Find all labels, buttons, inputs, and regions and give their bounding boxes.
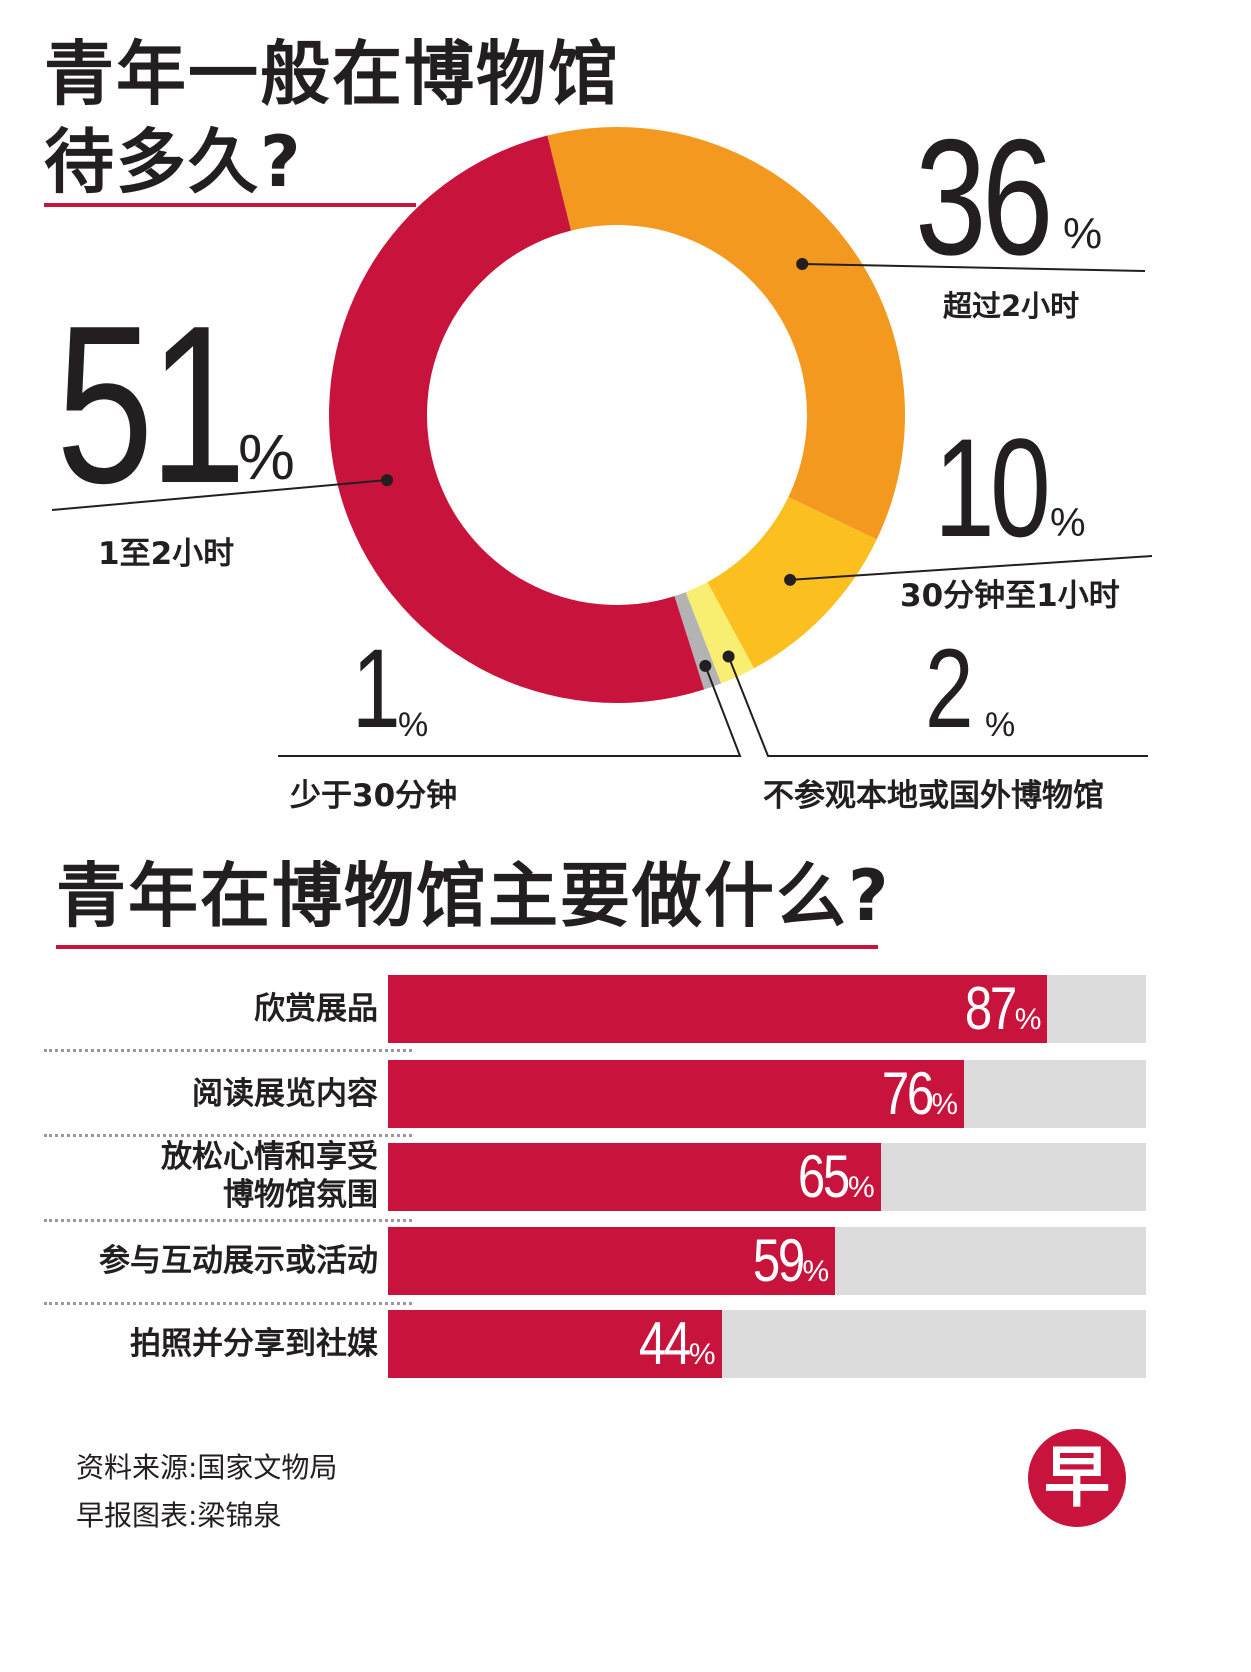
bar-track bbox=[388, 1227, 1146, 1295]
bar-fill bbox=[388, 1060, 965, 1128]
bar-value-unit: % bbox=[848, 1171, 875, 1204]
bar-label-text: 放松心情和享受 bbox=[161, 1139, 378, 1175]
leader-dot-over-2h bbox=[796, 257, 809, 270]
unit-under-30min: % bbox=[398, 706, 429, 744]
leader-line-over-2h bbox=[802, 262, 1146, 272]
bar-value-number: 65 bbox=[798, 1143, 850, 1210]
bar-value: 44% bbox=[628, 1310, 716, 1378]
bar-fill bbox=[388, 975, 1048, 1043]
label-over-2h: 36 bbox=[915, 115, 1087, 280]
bar-row: 拍照并分享到社媒 44% bbox=[0, 1310, 1251, 1378]
leader-line-under-30min bbox=[278, 665, 742, 757]
row-separator bbox=[44, 1134, 412, 1137]
bar-label: 拍照并分享到社媒 bbox=[18, 1325, 378, 1363]
text-30min-1h: 30分钟至1小时 bbox=[900, 578, 1120, 614]
bar-track bbox=[388, 1310, 1146, 1378]
bar-value-unit: % bbox=[1014, 1003, 1042, 1036]
donut-chart bbox=[51, 126, 1153, 757]
bar-value: 59% bbox=[742, 1227, 830, 1295]
bar-label-text: 阅读展览内容 bbox=[192, 1076, 378, 1112]
bar-value: 65% bbox=[787, 1143, 875, 1211]
text-1h-2h: 1至2小时 bbox=[98, 536, 235, 572]
text-under-30min: 少于30分钟 bbox=[290, 778, 458, 814]
bar-track bbox=[388, 1143, 1146, 1211]
bar-value-number: 76 bbox=[881, 1060, 934, 1127]
leader-dot-1h-2h bbox=[381, 474, 394, 487]
bar-value-unit: % bbox=[802, 1255, 830, 1288]
donut-title-underline bbox=[44, 203, 416, 207]
bar-fill bbox=[388, 1227, 836, 1295]
value-none: 2 bbox=[925, 626, 974, 751]
bar-fill bbox=[388, 1310, 722, 1378]
donut-title-line1: 青年一般在博物馆 bbox=[44, 33, 620, 115]
bar-label: 阅读展览内容 bbox=[18, 1075, 378, 1113]
donut-title: 青年一般在博物馆 待多久? bbox=[44, 30, 620, 206]
bar-value-number: 44 bbox=[639, 1310, 691, 1377]
value-1h-2h: 51 bbox=[56, 278, 247, 530]
leader-dot-none bbox=[722, 650, 735, 663]
bar-label: 放松心情和享受 博物馆氛围 bbox=[18, 1138, 378, 1214]
leader-line-30min-1h bbox=[790, 555, 1153, 581]
source-text: 资料来源:国家文物局 bbox=[76, 1451, 338, 1484]
bar-label: 参与互动展示或活动 bbox=[18, 1242, 378, 1280]
bar-value: 87% bbox=[954, 975, 1042, 1043]
bar-row: 阅读展览内容 76% bbox=[0, 1060, 1251, 1128]
leader-line-none bbox=[727, 656, 1148, 757]
unit-over-2h: % bbox=[1063, 209, 1103, 258]
bar-label-text: 拍照并分享到社媒 bbox=[130, 1326, 378, 1362]
text-none: 不参观本地或国外博物馆 bbox=[763, 778, 1104, 814]
bar-value-unit: % bbox=[931, 1088, 959, 1121]
bar-label-text: 参与互动展示或活动 bbox=[99, 1243, 378, 1279]
bar-label-text: 欣赏展品 bbox=[254, 991, 378, 1027]
bar-chart: 欣赏展品 87% 阅读展览内容 76% 放松心情和享受 博物馆氛围 65% 参与… bbox=[0, 975, 1251, 1378]
bar-label-text-line2: 博物馆氛围 bbox=[223, 1177, 378, 1213]
bar-row: 欣赏展品 87% bbox=[0, 975, 1251, 1043]
bar-track bbox=[388, 975, 1146, 1043]
bar-row: 放松心情和享受 博物馆氛围 65% bbox=[0, 1139, 1251, 1213]
value-under-30min: 1 bbox=[352, 626, 401, 751]
bar-track bbox=[388, 1060, 1146, 1128]
bar-value-number: 87 bbox=[964, 975, 1017, 1042]
bar-row: 参与互动展示或活动 59% bbox=[0, 1227, 1251, 1295]
bar-value: 76% bbox=[871, 1060, 959, 1128]
bar-value-unit: % bbox=[688, 1338, 716, 1371]
donut-title-line2: 待多久? bbox=[44, 121, 303, 203]
donut-segment-over-2h bbox=[547, 126, 905, 540]
bars-title-underline bbox=[56, 945, 878, 949]
row-separator bbox=[44, 1049, 412, 1052]
text-over-2h: 超过2小时 bbox=[943, 289, 1080, 323]
leader-line-1h-2h bbox=[51, 479, 388, 511]
leader-dot-30min-1h bbox=[784, 573, 797, 586]
bars-title: 青年在博物馆主要做什么? bbox=[56, 855, 891, 937]
value-over-2h: 36 bbox=[915, 105, 1053, 289]
row-separator bbox=[44, 1219, 412, 1222]
bar-label: 欣赏展品 bbox=[18, 990, 378, 1028]
credit-text: 早报图表:梁锦泉 bbox=[76, 1499, 282, 1532]
donut-segment-1h-2h bbox=[329, 135, 705, 703]
unit-none: % bbox=[985, 706, 1016, 744]
donut-segment-none bbox=[685, 582, 754, 684]
value-30min-1h: 10 bbox=[934, 409, 1051, 566]
zaobao-logo-icon: 早 bbox=[1028, 1429, 1126, 1527]
bar-value-number: 59 bbox=[752, 1227, 805, 1294]
logo-char: 早 bbox=[1044, 1439, 1110, 1516]
bar-fill bbox=[388, 1143, 881, 1211]
unit-1h-2h: % bbox=[238, 421, 295, 493]
leader-dot-under-30min bbox=[699, 659, 712, 672]
row-separator bbox=[44, 1302, 412, 1305]
unit-30min-1h: % bbox=[1050, 501, 1086, 545]
